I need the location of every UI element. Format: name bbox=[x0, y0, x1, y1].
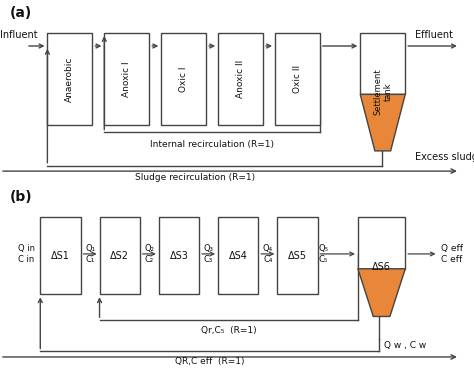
Text: ΔS3: ΔS3 bbox=[170, 251, 188, 261]
Text: Q₃
C₃: Q₃ C₃ bbox=[204, 244, 213, 264]
Text: Q₁
C₁: Q₁ C₁ bbox=[85, 244, 95, 264]
Text: Q₅
C₅: Q₅ C₅ bbox=[318, 244, 328, 264]
Text: Q eff
C eff: Q eff C eff bbox=[441, 244, 463, 264]
Bar bbox=[100, 217, 140, 294]
Text: (a): (a) bbox=[9, 6, 32, 20]
Text: Influent: Influent bbox=[0, 31, 38, 40]
Text: Q₄
C₄: Q₄ C₄ bbox=[263, 244, 273, 264]
Text: ΔS4: ΔS4 bbox=[229, 251, 247, 261]
Text: Anaerobic: Anaerobic bbox=[65, 56, 74, 102]
Text: Q in
C in: Q in C in bbox=[18, 244, 35, 264]
Text: Q w , C w: Q w , C w bbox=[384, 342, 426, 350]
Bar bbox=[218, 33, 263, 125]
Bar bbox=[104, 33, 149, 125]
Text: Anoxic I: Anoxic I bbox=[122, 61, 131, 97]
Text: Oxic I: Oxic I bbox=[179, 66, 188, 92]
Bar bbox=[161, 33, 206, 125]
Text: Sludge recirculation (R=1): Sludge recirculation (R=1) bbox=[135, 173, 255, 182]
Text: (b): (b) bbox=[9, 190, 32, 204]
Bar bbox=[159, 217, 199, 294]
Text: QR,C eff  (R=1): QR,C eff (R=1) bbox=[175, 357, 245, 366]
Text: Qr,C₅  (R=1): Qr,C₅ (R=1) bbox=[201, 326, 256, 335]
Text: Effluent: Effluent bbox=[415, 31, 453, 40]
Polygon shape bbox=[358, 269, 405, 316]
Text: Oxic II: Oxic II bbox=[293, 65, 302, 93]
Text: Anoxic II: Anoxic II bbox=[236, 60, 245, 98]
Text: Internal recirculation (R=1): Internal recirculation (R=1) bbox=[150, 140, 274, 149]
Bar bbox=[360, 33, 405, 94]
Bar bbox=[275, 33, 320, 125]
Text: ΔS5: ΔS5 bbox=[288, 251, 307, 261]
Text: Q₂
C₂: Q₂ C₂ bbox=[145, 244, 154, 264]
Polygon shape bbox=[360, 94, 405, 151]
Text: Settlement
tank: Settlement tank bbox=[373, 69, 392, 115]
Text: ΔS1: ΔS1 bbox=[51, 251, 70, 261]
Bar bbox=[47, 33, 92, 125]
Text: ΔS2: ΔS2 bbox=[110, 251, 129, 261]
Bar bbox=[218, 217, 258, 294]
Text: Excess sludge: Excess sludge bbox=[415, 152, 474, 162]
Bar bbox=[40, 217, 81, 294]
Bar bbox=[277, 217, 318, 294]
Bar bbox=[358, 217, 405, 269]
Text: ΔS6: ΔS6 bbox=[372, 262, 391, 272]
